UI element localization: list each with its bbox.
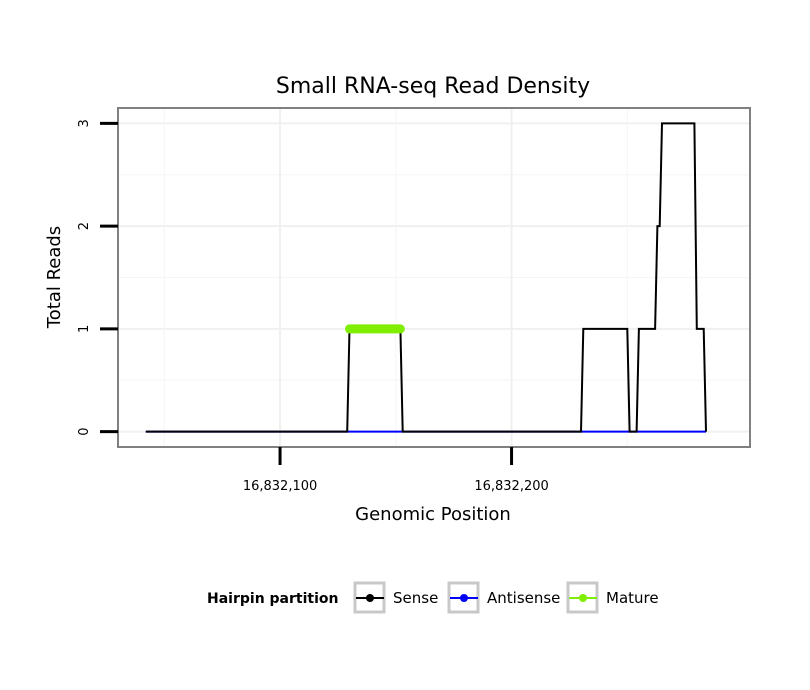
grid-lines [118, 108, 750, 447]
chart-title: Small RNA-seq Read Density [276, 74, 590, 99]
x-tick-label-0: 16,832,100 [243, 479, 317, 494]
legend-key-dot-sense [366, 594, 374, 602]
x-axis: 16,832,100 16,832,200 [243, 447, 549, 494]
legend-key-dot-antisense [460, 594, 468, 602]
y-axis: 0 1 2 3 [77, 119, 118, 436]
y-tick-label-2: 2 [77, 222, 92, 230]
legend-label-sense: Sense [393, 589, 438, 607]
legend-item-antisense: Antisense [447, 581, 560, 614]
series-layer [145, 122, 707, 433]
plot-border [117, 107, 751, 448]
legend-key-dot-mature [579, 594, 587, 602]
legend: Hairpin partition Sense Antisense Mature [207, 581, 659, 614]
legend-title: Hairpin partition [207, 591, 338, 607]
x-axis-title: Genomic Position [355, 504, 511, 525]
y-axis-title: Total Reads [44, 226, 65, 329]
y-tick-label-0: 0 [77, 427, 92, 435]
legend-item-mature: Mature [566, 581, 659, 614]
legend-label-antisense: Antisense [487, 589, 560, 607]
legend-item-sense: Sense [353, 581, 438, 614]
legend-label-mature: Mature [606, 589, 659, 607]
y-tick-label-1: 1 [77, 325, 92, 333]
x-tick-label-1: 16,832,200 [474, 479, 548, 494]
y-tick-label-3: 3 [77, 119, 92, 127]
